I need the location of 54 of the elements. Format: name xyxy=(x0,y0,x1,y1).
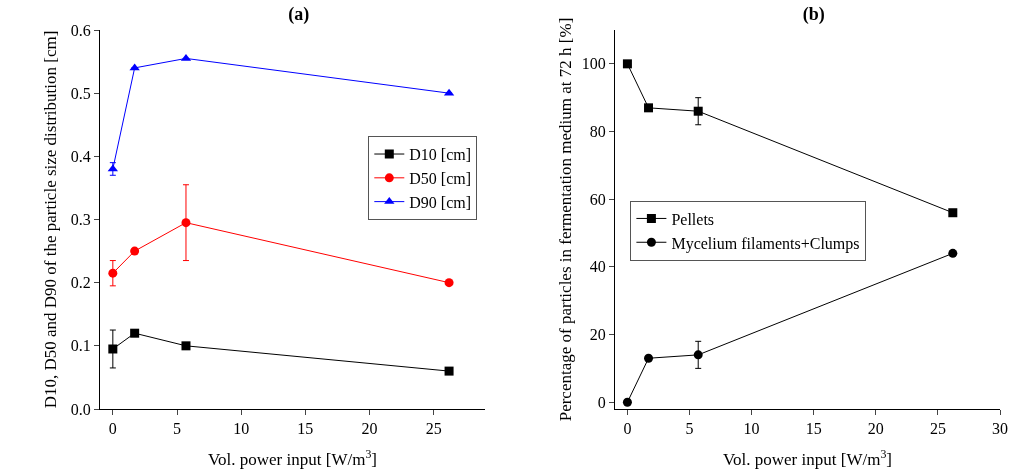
y-tick-label: 40 xyxy=(589,258,606,276)
y-axis-title: Percentage of particles in fermentation medium at 72 h [%] xyxy=(556,17,575,422)
x-tick-label: 5 xyxy=(685,420,694,438)
point xyxy=(129,63,140,71)
x-tick-label: 25 xyxy=(929,420,946,438)
x-tick-label: 5 xyxy=(173,420,181,438)
x-tick-label: 15 xyxy=(297,420,314,438)
x-tick-label: 10 xyxy=(233,420,250,438)
x-tick-label: 0 xyxy=(108,420,117,438)
x-tick-label: 20 xyxy=(867,420,884,438)
y-tick-label: 0 xyxy=(597,393,606,411)
x-tick-label: 10 xyxy=(743,420,760,438)
x-tick-label: 15 xyxy=(805,420,822,438)
legend-label: Mycelium filaments+Clumps xyxy=(671,234,860,253)
x-axis-title: Vol. power input [W/m$^{3}$] xyxy=(207,446,378,469)
point xyxy=(181,341,191,351)
point xyxy=(622,59,632,69)
x-tick-label: 0 xyxy=(623,420,632,438)
y-tick-label: 0.1 xyxy=(70,337,91,355)
y-tick-label: 20 xyxy=(589,326,606,344)
point xyxy=(130,246,140,256)
y-tick-label: 0.0 xyxy=(70,400,91,418)
legend-label: D90 [cm] xyxy=(409,193,472,211)
point xyxy=(622,397,632,407)
point xyxy=(693,350,703,360)
legend-label: D50 [cm] xyxy=(409,170,472,188)
x-axis-title: Vol. power input [W/m$^{3}$] xyxy=(722,446,893,469)
point xyxy=(693,106,703,116)
y-tick-label: 100 xyxy=(581,55,606,73)
y-tick-label: 80 xyxy=(589,123,606,141)
point xyxy=(644,103,654,113)
point xyxy=(444,366,454,376)
legend-label: Pellets xyxy=(671,210,715,228)
y-axis-title: D10, D50 and D90 of the particle size distribution [cm] xyxy=(41,30,60,409)
chart-title: (a) xyxy=(288,3,310,25)
point xyxy=(444,278,454,288)
y-tick-label: 0.5 xyxy=(70,84,91,102)
point xyxy=(948,208,958,218)
point xyxy=(108,268,118,278)
y-tick-label: 60 xyxy=(589,190,606,208)
y-tick-label: 0.3 xyxy=(70,211,91,229)
y-tick-label: 0.4 xyxy=(70,147,91,165)
point xyxy=(644,353,654,363)
x-tick-label: 20 xyxy=(361,420,378,438)
point xyxy=(181,218,191,228)
chart-title: (b) xyxy=(802,3,825,25)
point xyxy=(130,328,140,338)
x-tick-label: 25 xyxy=(425,420,442,438)
point xyxy=(948,248,958,258)
y-tick-label: 0.6 xyxy=(70,21,91,39)
point xyxy=(108,344,118,354)
y-tick-label: 0.2 xyxy=(70,274,91,292)
x-tick-label: 30 xyxy=(992,420,1008,438)
legend-label: D10 [cm] xyxy=(409,146,472,164)
